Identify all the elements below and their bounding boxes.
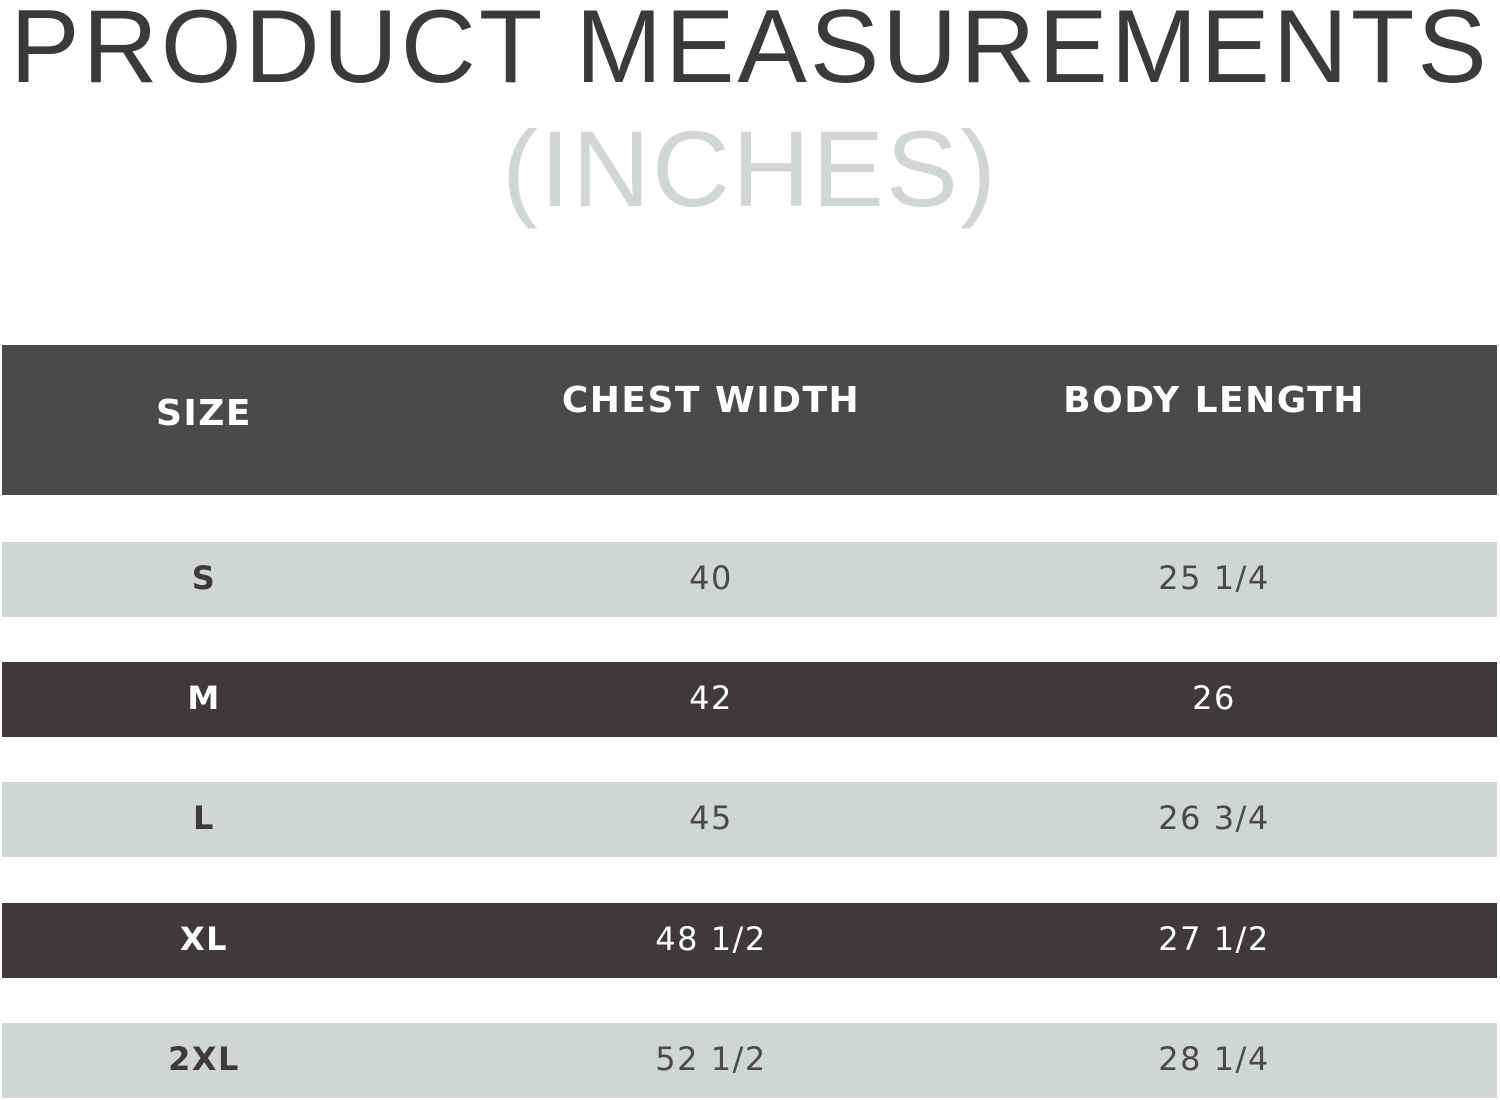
length-cell: 26 (1192, 679, 1236, 717)
table-row: XL 48 1/2 27 1/2 (2, 903, 1497, 978)
size-cell: XL (179, 920, 229, 958)
length-cell: 26 3/4 (1158, 799, 1270, 837)
table-row: L 45 26 3/4 (2, 782, 1497, 857)
length-cell: 27 1/2 (1158, 920, 1270, 958)
header-size: SIZE (155, 393, 253, 434)
chest-cell: 45 (689, 799, 733, 837)
chest-cell: 42 (689, 679, 733, 717)
table-row: 2XL 52 1/2 28 1/4 (2, 1023, 1497, 1098)
size-cell: L (193, 799, 215, 837)
table-header: SIZE CHEST WIDTH BODY LENGTH (2, 345, 1497, 495)
size-cell: S (191, 559, 217, 597)
length-cell: 28 1/4 (1158, 1040, 1270, 1078)
header-body-length: BODY LENGTH (1063, 380, 1365, 421)
table-row: M 42 26 (2, 662, 1497, 737)
chest-cell: 48 1/2 (655, 920, 767, 958)
chest-cell: 52 1/2 (655, 1040, 767, 1078)
page-title: PRODUCT MEASUREMENTS (10, 0, 1490, 105)
header-chest-width: CHEST WIDTH (561, 380, 861, 421)
page-subtitle: (INCHES) (502, 108, 998, 229)
size-cell: M (187, 679, 221, 717)
chest-cell: 40 (689, 559, 733, 597)
table-row: S 40 25 1/4 (2, 542, 1497, 617)
length-cell: 25 1/4 (1158, 559, 1270, 597)
size-cell: 2XL (168, 1040, 240, 1078)
